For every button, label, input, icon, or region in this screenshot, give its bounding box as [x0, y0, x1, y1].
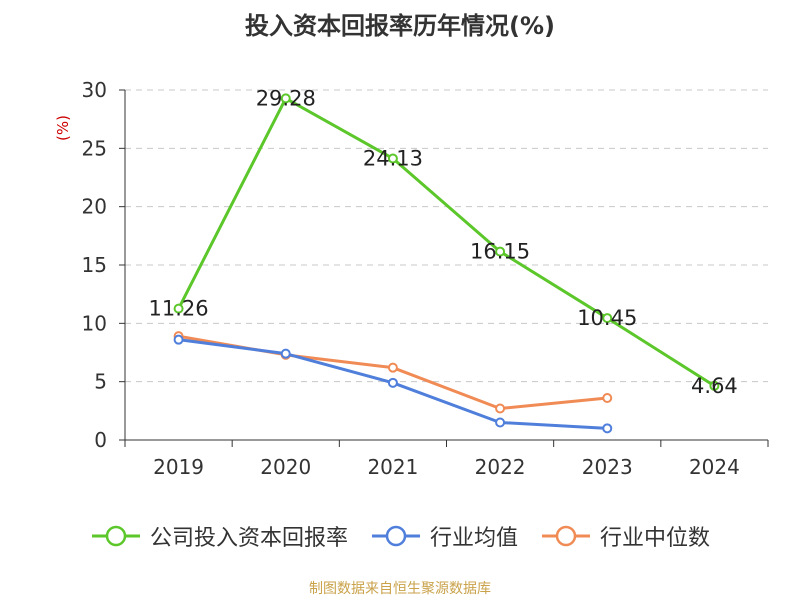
y-tick-label: 30 — [82, 78, 107, 102]
data-point — [709, 380, 720, 391]
y-tick-label: 20 — [82, 195, 107, 219]
chart-title: 投入资本回报率历年情况(%) — [245, 12, 555, 40]
data-label: 4.64 — [691, 374, 738, 398]
legend-item[interactable]: 行业均值 — [370, 520, 518, 552]
legend-item[interactable]: 行业中位数 — [540, 520, 710, 552]
legend-label: 公司投入资本回报率 — [149, 526, 348, 551]
legend-item[interactable]: 公司投入资本回报率 — [90, 520, 348, 552]
data-point — [280, 348, 291, 359]
y-tick-label: 5 — [94, 370, 107, 394]
x-tick-label: 2023 — [582, 455, 633, 479]
data-point — [387, 153, 398, 164]
y-tick-label: 10 — [82, 311, 107, 335]
source-note: 制图数据来自恒生聚源数据库 — [309, 581, 491, 597]
data-point — [495, 403, 506, 414]
x-tick-label: 2020 — [260, 455, 311, 479]
data-point — [173, 334, 184, 345]
y-axis-label: (%) — [54, 115, 72, 141]
legend: 公司投入资本回报率 行业均值 行业中位数 — [0, 518, 800, 554]
data-point — [387, 377, 398, 388]
data-point — [173, 303, 184, 314]
x-tick-label: 2022 — [475, 455, 526, 479]
data-label: 10.45 — [577, 306, 637, 330]
data-point — [495, 417, 506, 428]
data-label: 16.15 — [470, 240, 530, 264]
legend-swatch — [540, 524, 592, 548]
data-point — [602, 423, 613, 434]
legend-label: 行业中位数 — [600, 526, 711, 551]
y-tick-label: 0 — [94, 428, 107, 452]
legend-swatch — [370, 524, 422, 548]
data-point — [602, 313, 613, 324]
data-label: 24.13 — [363, 146, 423, 170]
data-label: 29.28 — [256, 86, 316, 110]
data-label: 11.26 — [149, 297, 209, 321]
data-point — [387, 362, 398, 373]
x-tick-label: 2024 — [689, 455, 740, 479]
data-point — [495, 246, 506, 257]
legend-label: 行业均值 — [429, 526, 518, 551]
data-point — [280, 93, 291, 104]
series-line — [177, 96, 716, 388]
y-tick-label: 25 — [82, 136, 107, 160]
y-tick-label: 15 — [82, 253, 107, 277]
legend-swatch — [90, 524, 142, 548]
x-tick-label: 2021 — [367, 455, 418, 479]
data-point — [602, 393, 613, 403]
x-tick-label: 2019 — [153, 455, 204, 479]
